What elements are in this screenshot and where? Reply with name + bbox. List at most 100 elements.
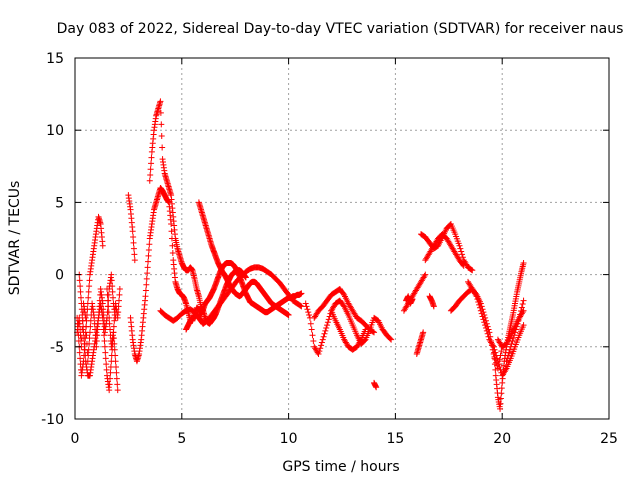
data-point xyxy=(168,228,175,235)
plot-frame xyxy=(74,57,610,420)
data-point xyxy=(102,349,109,356)
series-track-f xyxy=(146,98,249,327)
data-point xyxy=(503,358,510,365)
data-point xyxy=(491,361,498,368)
data-point xyxy=(80,329,87,336)
data-point xyxy=(476,301,483,308)
data-point xyxy=(321,330,328,337)
data-point xyxy=(158,121,165,128)
x-tick-label: 25 xyxy=(600,431,618,447)
y-tick-label: 0 xyxy=(55,268,64,284)
data-point xyxy=(323,325,330,332)
data-point xyxy=(108,277,115,284)
data-point xyxy=(86,335,93,342)
data-point xyxy=(76,277,83,284)
data-point xyxy=(130,234,137,241)
data-point xyxy=(82,314,89,321)
data-point xyxy=(114,314,121,321)
data-point xyxy=(115,309,122,316)
data-point xyxy=(77,288,84,295)
data-point xyxy=(143,275,150,282)
data-point xyxy=(477,307,484,314)
series-track-m xyxy=(400,271,429,314)
data-point xyxy=(95,309,102,316)
data-point xyxy=(142,293,149,300)
data-point xyxy=(146,177,153,184)
data-point xyxy=(131,257,138,264)
data-point xyxy=(520,260,527,267)
data-point xyxy=(514,320,521,327)
data-point xyxy=(518,304,525,311)
data-point xyxy=(200,320,207,327)
data-point xyxy=(110,323,117,330)
series-track-q xyxy=(422,231,467,269)
y-tick-label: 15 xyxy=(46,51,64,67)
data-point xyxy=(130,245,137,252)
data-point xyxy=(357,338,364,345)
data-point xyxy=(457,245,464,252)
data-point xyxy=(318,339,325,346)
data-point xyxy=(116,286,123,293)
data-point xyxy=(112,358,119,365)
data-point xyxy=(110,329,117,336)
data-point xyxy=(310,338,317,345)
data-point xyxy=(298,290,305,297)
data-point xyxy=(107,369,114,376)
data-point xyxy=(507,343,514,350)
data-point xyxy=(373,384,380,391)
data-point xyxy=(77,338,84,345)
data-point xyxy=(324,319,331,326)
data-points xyxy=(74,98,527,412)
data-point xyxy=(308,326,315,333)
data-point xyxy=(105,303,112,310)
data-point xyxy=(484,330,491,337)
data-point xyxy=(84,349,91,356)
data-point xyxy=(242,274,249,281)
data-point xyxy=(110,294,117,301)
data-point xyxy=(370,328,377,335)
data-point xyxy=(459,261,466,268)
data-point xyxy=(115,303,122,310)
data-point xyxy=(511,332,518,339)
data-point xyxy=(157,98,164,105)
data-point xyxy=(86,329,93,336)
x-tick-label: 0 xyxy=(71,431,80,447)
data-point xyxy=(86,277,93,284)
series-track-k xyxy=(328,307,369,353)
data-point xyxy=(491,349,498,356)
data-point xyxy=(76,320,83,327)
data-point xyxy=(106,314,113,321)
data-point xyxy=(93,338,100,345)
data-point xyxy=(473,293,480,300)
data-point xyxy=(322,327,329,334)
data-point xyxy=(101,338,108,345)
data-point xyxy=(492,366,499,373)
data-point xyxy=(116,297,123,304)
data-point xyxy=(95,320,102,327)
data-point xyxy=(103,361,110,368)
x-tick-label: 5 xyxy=(177,431,186,447)
data-point xyxy=(76,314,83,321)
data-point xyxy=(109,288,116,295)
data-point xyxy=(498,390,505,397)
data-point xyxy=(113,375,120,382)
data-point xyxy=(475,299,482,306)
data-point xyxy=(309,332,316,339)
data-point xyxy=(144,264,151,271)
data-point xyxy=(297,302,304,309)
data-point xyxy=(371,329,378,336)
data-point xyxy=(108,271,115,278)
chart-title: Day 083 of 2022, Sidereal Day-to-day VTE… xyxy=(57,21,624,37)
data-point xyxy=(76,349,83,356)
data-point xyxy=(460,262,467,269)
grid-lines xyxy=(75,58,609,419)
data-point xyxy=(107,326,114,333)
series-track-d xyxy=(104,286,123,350)
data-point xyxy=(103,366,110,373)
axis-tick-labels: 0 5 10 15 20 25 -10 -5 0 5 10 15 xyxy=(41,51,618,447)
data-point xyxy=(517,311,524,318)
data-point xyxy=(320,333,327,340)
data-point xyxy=(510,335,517,342)
data-point xyxy=(517,307,524,314)
data-point xyxy=(94,332,101,339)
